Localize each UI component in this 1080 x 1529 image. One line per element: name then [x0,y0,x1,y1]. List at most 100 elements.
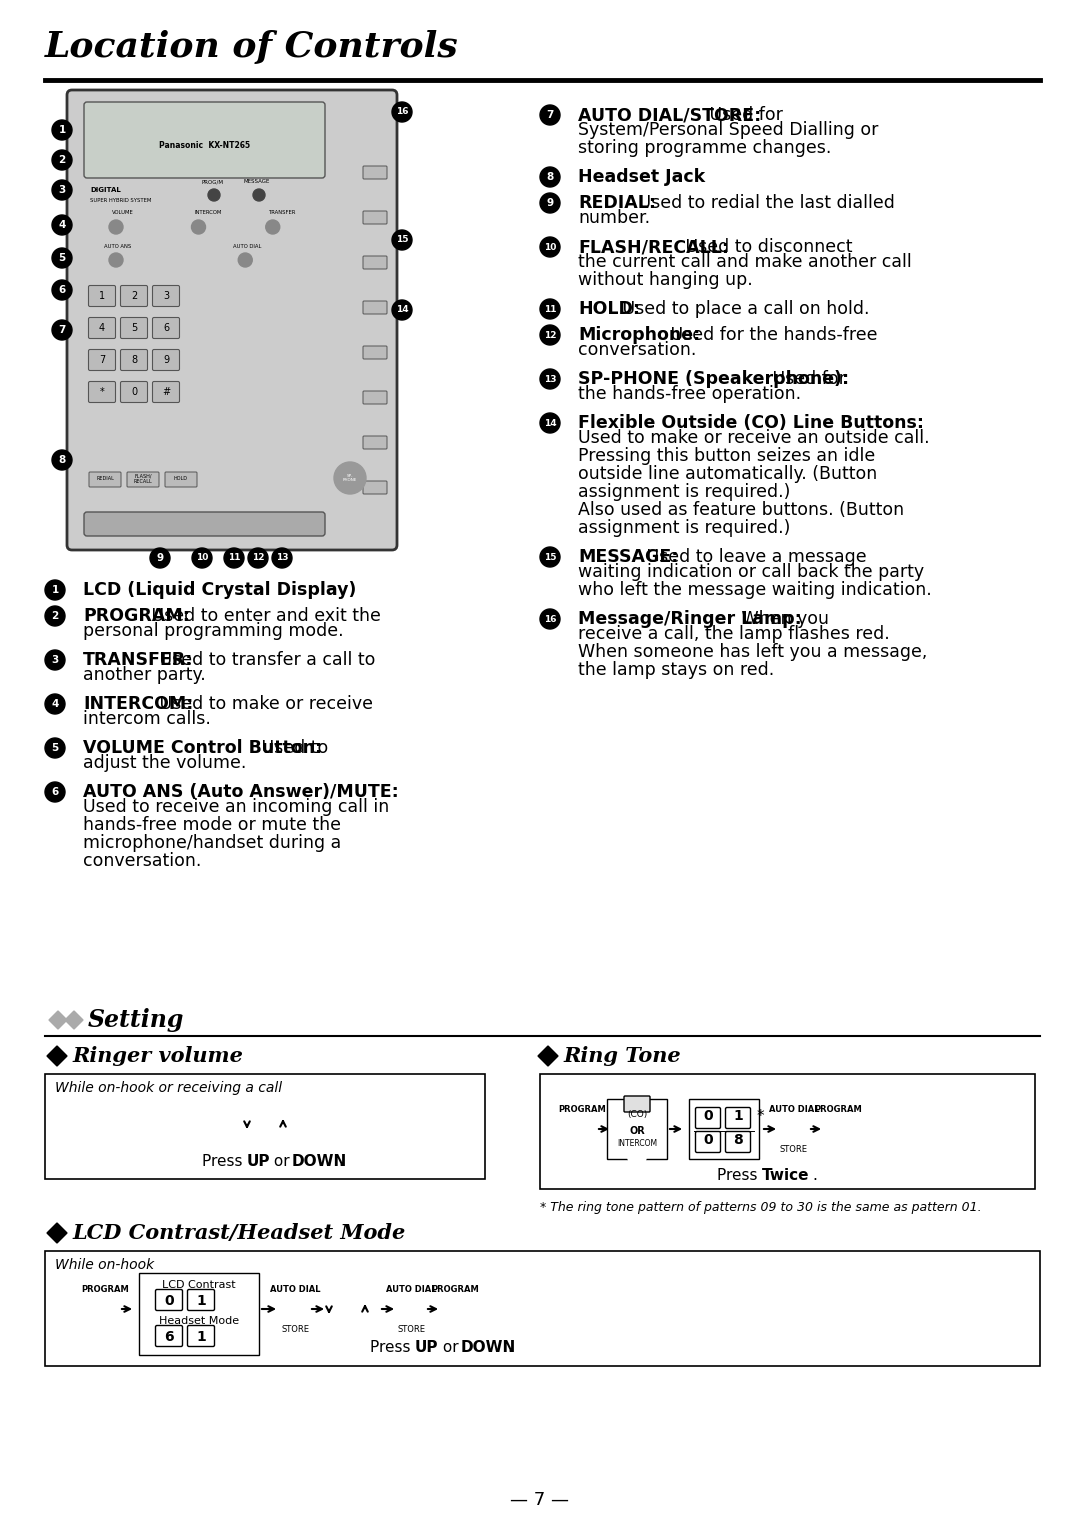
Circle shape [109,252,123,268]
Bar [689,1099,759,1159]
Circle shape [45,739,65,758]
Text: *: * [99,387,105,398]
Text: 6: 6 [164,1330,174,1344]
Text: 14: 14 [543,419,556,428]
Text: Used to receive an incoming call in: Used to receive an incoming call in [83,798,389,816]
Text: personal programming mode.: personal programming mode. [83,622,343,641]
Text: AUTO DIAL: AUTO DIAL [270,1284,321,1294]
FancyBboxPatch shape [152,350,179,370]
Bar [45,1073,485,1179]
Text: 2: 2 [52,612,58,621]
Text: 1: 1 [52,586,58,595]
FancyBboxPatch shape [89,382,116,402]
FancyBboxPatch shape [156,1326,183,1347]
Text: who left the message waiting indication.: who left the message waiting indication. [578,581,932,599]
Text: 1: 1 [99,291,105,301]
Circle shape [540,609,561,628]
Text: SUPER HYBRID SYSTEM: SUPER HYBRID SYSTEM [90,197,151,202]
Text: 5: 5 [58,252,66,263]
Text: FLASH/RECALL:: FLASH/RECALL: [578,239,729,255]
FancyBboxPatch shape [89,318,116,338]
Text: 5: 5 [52,743,58,752]
Text: Ring Tone: Ring Tone [563,1046,680,1066]
Text: Used to transfer a call to: Used to transfer a call to [153,651,375,670]
Circle shape [52,320,72,339]
Text: 15: 15 [395,235,408,245]
Text: STORE: STORE [780,1145,808,1153]
Text: 6: 6 [163,323,170,333]
Text: Used to place a call on hold.: Used to place a call on hold. [618,300,869,318]
Text: 9: 9 [546,197,554,208]
Bar [540,1073,1035,1190]
Polygon shape [48,1223,67,1243]
Text: PROGRAM: PROGRAM [814,1104,862,1113]
FancyBboxPatch shape [67,90,397,550]
Circle shape [45,579,65,599]
Text: DOWN: DOWN [292,1153,348,1168]
Circle shape [192,547,212,567]
Circle shape [441,1295,469,1323]
Polygon shape [49,1011,67,1029]
Text: PROGRAM: PROGRAM [431,1284,478,1294]
Circle shape [52,248,72,268]
FancyBboxPatch shape [363,301,387,313]
Text: the current call and make another call: the current call and make another call [578,252,912,271]
FancyBboxPatch shape [84,102,325,177]
Text: PROG/M: PROG/M [201,179,222,183]
Circle shape [540,368,561,388]
Text: DOWN: DOWN [461,1341,516,1356]
Text: 9: 9 [157,553,163,563]
Circle shape [540,193,561,213]
Circle shape [45,605,65,625]
Text: — 7 —: — 7 — [511,1491,569,1509]
Text: the hands-free operation.: the hands-free operation. [578,385,801,404]
Text: When someone has left you a message,: When someone has left you a message, [578,644,928,661]
Text: SP-
PHONE: SP- PHONE [342,474,357,482]
Text: waiting indication or call back the party: waiting indication or call back the part… [578,563,924,581]
Circle shape [540,326,561,346]
Text: 1: 1 [58,125,66,135]
Text: microphone/handset during a: microphone/handset during a [83,833,341,852]
Text: While on-hook: While on-hook [55,1258,154,1272]
FancyBboxPatch shape [363,255,387,269]
Circle shape [270,1112,296,1138]
Text: AUTO ANS (Auto Answer)/MUTE:: AUTO ANS (Auto Answer)/MUTE: [83,783,399,801]
Polygon shape [538,1046,558,1066]
Text: *: * [757,1109,765,1124]
Text: VOLUME: VOLUME [112,211,134,216]
Text: (CO): (CO) [626,1110,647,1119]
Text: 3: 3 [52,654,58,665]
Text: System/Personal Speed Dialling or: System/Personal Speed Dialling or [578,121,878,139]
Text: 7: 7 [99,355,105,365]
Text: HOLD:: HOLD: [578,300,640,318]
Text: MESSAGE:: MESSAGE: [578,547,678,566]
Text: REDIAL: REDIAL [96,477,113,482]
Text: assignment is required.): assignment is required.) [578,518,791,537]
FancyBboxPatch shape [121,382,148,402]
Text: Used to make or receive an outside call.: Used to make or receive an outside call. [578,430,930,446]
Text: conversation.: conversation. [83,852,201,870]
Circle shape [52,180,72,200]
Text: REDIAL:: REDIAL: [578,194,656,213]
Text: 13: 13 [543,375,556,384]
Circle shape [45,694,65,714]
Text: 4: 4 [99,323,105,333]
Circle shape [45,650,65,670]
Text: FLASH/
RECALL: FLASH/ RECALL [134,474,152,485]
Circle shape [540,300,561,320]
Text: MESSAGE: MESSAGE [244,179,270,183]
Bar [45,1251,1040,1365]
FancyBboxPatch shape [726,1107,751,1128]
Circle shape [780,1115,808,1144]
Text: Used to make or receive: Used to make or receive [153,696,373,713]
Text: 2: 2 [131,291,137,301]
Text: AUTO DIAL: AUTO DIAL [386,1284,436,1294]
Text: TRANSFER:: TRANSFER: [83,651,193,670]
Circle shape [397,1295,426,1323]
Circle shape [248,547,268,567]
Circle shape [253,190,265,200]
Text: Used for: Used for [767,370,846,388]
Text: 8: 8 [546,171,554,182]
Text: 14: 14 [395,306,408,315]
Text: 4: 4 [52,699,58,709]
